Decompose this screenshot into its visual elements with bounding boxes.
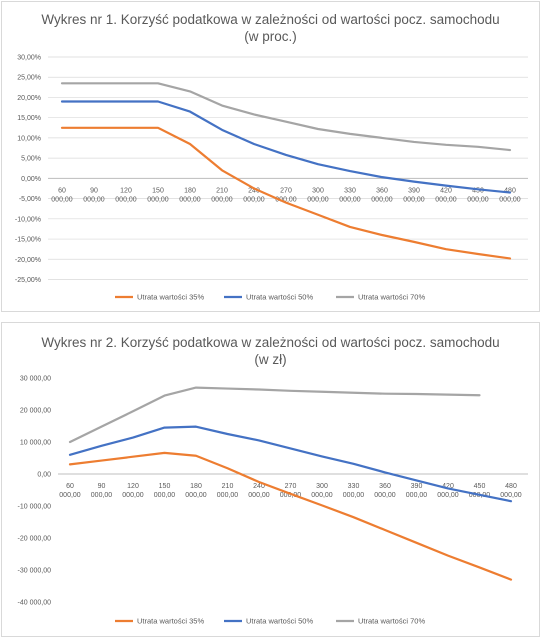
x-tick-label: 000,00 [374, 492, 396, 499]
series-line-2 [60, 100, 512, 194]
legend-label: Utrata wartości 35% [137, 293, 204, 302]
y-tick-label: 0,00% [21, 176, 41, 183]
series-line-3 [68, 386, 481, 444]
x-tick-label: 000,00 [500, 492, 522, 499]
x-tick-label: 000,00 [115, 196, 137, 203]
x-tick-label: 210 [222, 483, 234, 490]
x-tick-label: 000,00 [467, 196, 489, 203]
y-tick-label: 15,00% [17, 115, 41, 122]
x-tick-label: 000,00 [403, 196, 425, 203]
x-tick-label: 000,00 [154, 492, 176, 499]
x-tick-label: 000,00 [147, 196, 169, 203]
x-tick-label: 000,00 [311, 492, 333, 499]
x-tick-label: 60 [58, 187, 66, 194]
x-tick-label: 000,00 [307, 196, 329, 203]
x-tick-label: 000,00 [59, 492, 81, 499]
legend-label: Utrata wartości 50% [246, 293, 313, 302]
x-tick-label: 480 [505, 483, 517, 490]
x-tick-label: 390 [408, 187, 420, 194]
x-tick-label: 330 [344, 187, 356, 194]
x-tick-label: 480 [504, 187, 516, 194]
y-tick-label: -10,00% [15, 216, 41, 223]
x-tick-label: 360 [376, 187, 388, 194]
x-tick-label: 150 [159, 483, 171, 490]
x-tick-label: 000,00 [343, 492, 365, 499]
x-tick-label: 000,00 [280, 492, 302, 499]
x-tick-label: 450 [472, 187, 484, 194]
x-tick-label: 000,00 [179, 196, 201, 203]
y-tick-label: 10,00% [17, 135, 41, 142]
x-tick-label: 90 [98, 483, 106, 490]
x-tick-label: 300 [312, 187, 324, 194]
y-tick-label: -15,00% [15, 237, 41, 244]
y-tick-label: 20,00% [17, 95, 41, 102]
chart-1-panel: Wykres nr 1. Korzyść podatkowa w zależno… [1, 1, 540, 312]
x-tick-label: 000,00 [122, 492, 144, 499]
x-tick-label: 270 [285, 483, 297, 490]
chart-1-plot: 30,00% 25,00% 20,00% 15,00% 10,00% 5,00% 0,00%… [15, 55, 528, 302]
x-tick-label: 000,00 [243, 196, 265, 203]
series-line-1 [60, 126, 512, 260]
x-tick-label: 270 [280, 187, 292, 194]
x-tick-label: 000,00 [51, 196, 73, 203]
y-tick-label: -10 000,00 [18, 504, 52, 511]
x-tick-label: 390 [411, 483, 423, 490]
x-tick-label: 000,00 [435, 196, 457, 203]
legend-label: Utrata wartości 70% [358, 617, 425, 626]
x-tick-label: 330 [348, 483, 360, 490]
y-tick-label: 5,00% [21, 156, 41, 163]
x-tick-label: 000,00 [339, 196, 361, 203]
x-tick-label: 000,00 [217, 492, 239, 499]
series-line-2 [68, 425, 513, 503]
y-tick-label: 10 000,00 [20, 440, 51, 447]
x-tick-label: 210 [216, 187, 228, 194]
x-tick-label: 360 [379, 483, 391, 490]
series-line-3 [60, 82, 512, 152]
y-tick-label: -5,00% [19, 196, 41, 203]
x-tick-label: 450 [474, 483, 486, 490]
y-tick-label: -40 000,00 [18, 600, 52, 607]
x-tick-label: 000,00 [83, 196, 105, 203]
x-tick-label: 300 [316, 483, 328, 490]
x-tick-label: 000,00 [91, 492, 113, 499]
chart-1-title: Wykres nr 1. Korzyść podatkowa w zależno… [41, 12, 500, 44]
x-tick-label: 000,00 [371, 196, 393, 203]
x-tick-label: 000,00 [437, 492, 459, 499]
x-tick-label: 150 [152, 187, 164, 194]
legend-label: Utrata wartości 70% [358, 293, 425, 302]
y-tick-label: 30 000,00 [20, 376, 51, 383]
x-tick-label: 000,00 [499, 196, 521, 203]
x-tick-label: 60 [66, 483, 74, 490]
x-tick-label: 000,00 [248, 492, 270, 499]
chart-2-title: Wykres nr 2. Korzyść podatkowa w zależno… [41, 335, 500, 367]
x-tick-label: 000,00 [211, 196, 233, 203]
x-tick-label: 120 [120, 187, 132, 194]
series-line-1 [68, 451, 513, 581]
y-tick-label: -20,00% [15, 257, 41, 264]
legend-label: Utrata wartości 35% [137, 617, 204, 626]
x-tick-label: 000,00 [275, 196, 297, 203]
x-tick-label: 180 [190, 483, 202, 490]
x-tick-label: 000,00 [185, 492, 207, 499]
x-tick-label: 000,00 [406, 492, 428, 499]
chart-2-panel: Wykres nr 2. Korzyść podatkowa w zależno… [1, 322, 540, 637]
y-tick-label: -20 000,00 [18, 536, 52, 543]
y-tick-label: 0,00 [37, 472, 51, 479]
chart-2-plot: 30 000,00 20 000,00 10 000,00 0,00 -10 000,0… [18, 376, 528, 626]
x-tick-label: 420 [440, 187, 452, 194]
y-tick-label: -30 000,00 [18, 568, 52, 575]
y-tick-label: 20 000,00 [20, 408, 51, 415]
x-tick-label: 240 [253, 483, 265, 490]
legend-label: Utrata wartości 50% [246, 617, 313, 626]
y-tick-label: -25,00% [15, 277, 41, 284]
x-tick-label: 240 [248, 187, 260, 194]
y-tick-label: 25,00% [17, 75, 41, 82]
x-tick-label: 420 [442, 483, 454, 490]
x-tick-label: 90 [90, 187, 98, 194]
x-tick-label: 180 [184, 187, 196, 194]
y-tick-label: 30,00% [17, 55, 41, 62]
x-tick-label: 120 [127, 483, 139, 490]
